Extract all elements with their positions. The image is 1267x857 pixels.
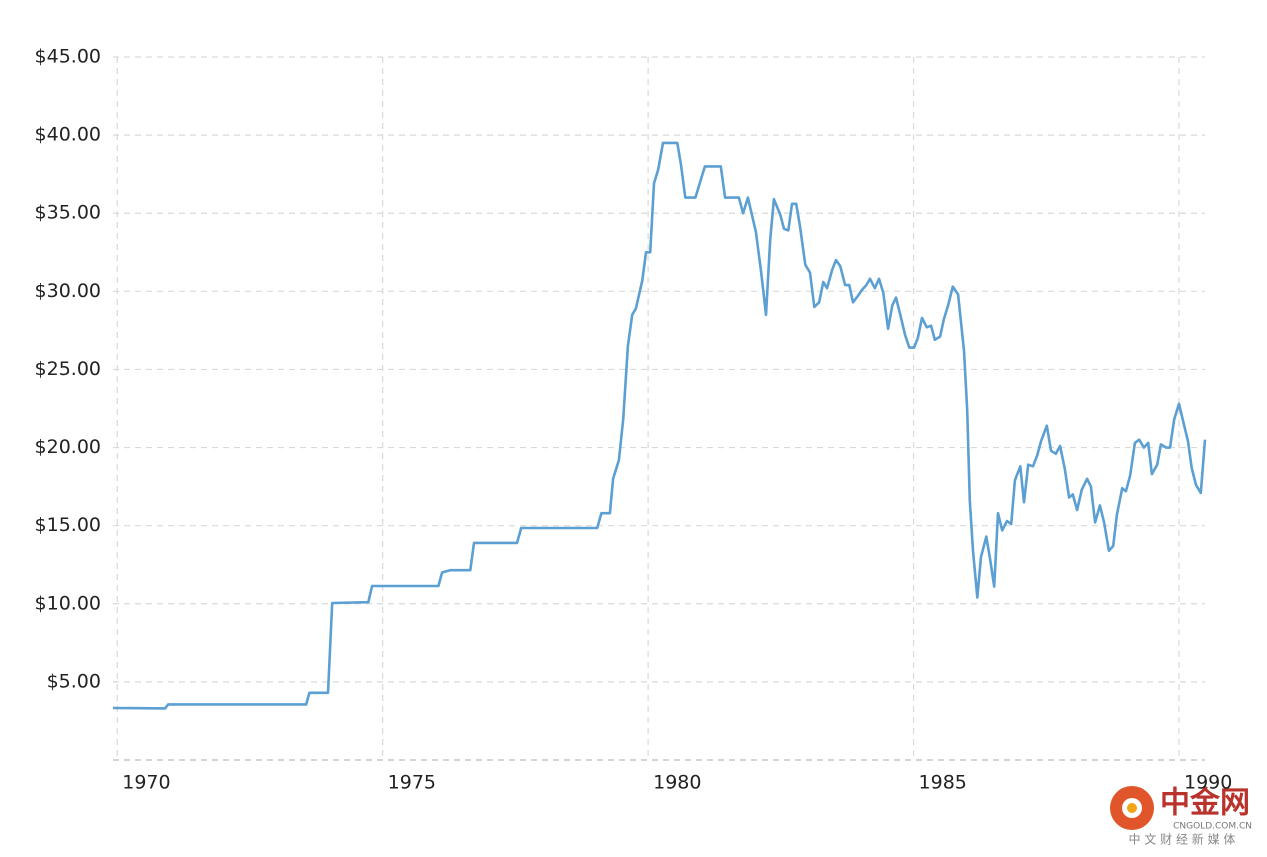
y-tick-label: $15.00 bbox=[35, 514, 101, 536]
x-tick-label: 1970 bbox=[122, 772, 170, 794]
x-tick-label: 1980 bbox=[653, 772, 701, 794]
y-tick-label: $40.00 bbox=[35, 124, 101, 146]
watermark-tagline: 中 文 财 经 新 媒 体 bbox=[1129, 832, 1236, 847]
y-tick-label: $20.00 bbox=[35, 436, 101, 458]
x-tick-label: 1990 bbox=[1184, 772, 1232, 794]
x-tick-label: 1975 bbox=[388, 772, 436, 794]
watermark-name: 中金网 bbox=[1160, 786, 1250, 821]
y-tick-label: $45.00 bbox=[35, 46, 101, 68]
y-tick-label: $35.00 bbox=[35, 202, 101, 224]
x-tick-label: 1985 bbox=[919, 772, 967, 794]
y-tick-label: $30.00 bbox=[35, 280, 101, 302]
watermark-logo-dot bbox=[1127, 803, 1137, 813]
y-tick-label: $10.00 bbox=[35, 592, 101, 614]
watermark-site: CNGOLD.COM.CN bbox=[1173, 822, 1252, 832]
y-tick-label: $5.00 bbox=[47, 670, 101, 692]
watermark: 中金网 CNGOLD.COM.CN 中 文 财 经 新 媒 体 bbox=[1110, 786, 1252, 847]
line-series bbox=[112, 141, 1207, 710]
y-tick-label: $25.00 bbox=[35, 358, 101, 380]
